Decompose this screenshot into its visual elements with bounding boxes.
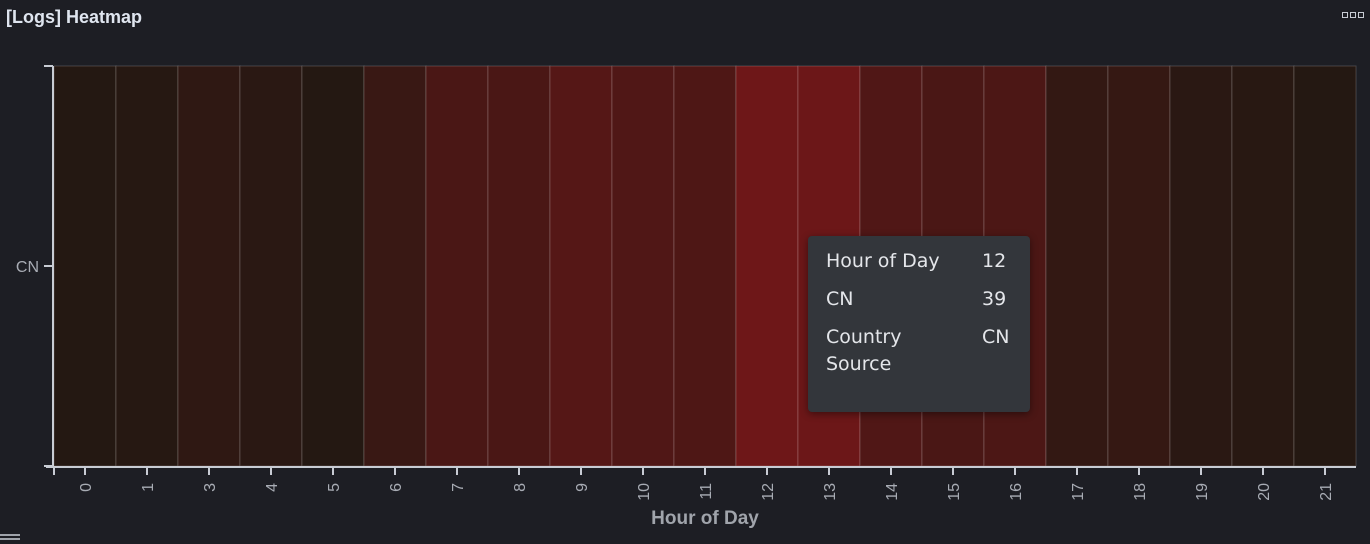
heatmap-cell[interactable] (177, 65, 241, 467)
x-tick-label: 18 (1132, 483, 1149, 501)
x-tick-label: 6 (388, 483, 405, 492)
x-tick-label: 17 (1070, 483, 1087, 501)
tooltip-row-hour: Hour of Day 12 (826, 248, 1012, 275)
options-dot-icon (1350, 12, 1356, 18)
x-tick-label: 13 (822, 483, 839, 501)
heatmap-cell[interactable] (53, 65, 117, 467)
heatmap-cell[interactable] (239, 65, 303, 467)
heatmap-cell[interactable] (363, 65, 427, 467)
x-tick-label: 3 (202, 483, 219, 492)
x-tick-label: 19 (1194, 483, 1211, 501)
tooltip-key: Hour of Day (826, 250, 940, 272)
heatmap-cell[interactable] (611, 65, 675, 467)
x-tick-label: 4 (264, 483, 281, 492)
x-tick-label: 16 (1008, 483, 1025, 501)
tooltip-row-count: CN 39 (826, 286, 1012, 313)
panel-options-icon[interactable] (1342, 12, 1364, 18)
heatmap-cell[interactable] (1107, 65, 1171, 467)
heatmap-cell[interactable] (301, 65, 365, 467)
options-dot-icon (1342, 12, 1348, 18)
y-tick-label: CN (16, 259, 39, 276)
heatmap-cell[interactable] (1293, 65, 1357, 467)
tooltip-value: 12 (982, 250, 1007, 272)
heatmap-cell[interactable] (1045, 65, 1109, 467)
tooltip-value: CN (982, 326, 1010, 348)
x-tick-label: 10 (636, 483, 653, 501)
x-tick-label: 7 (450, 483, 467, 492)
x-tick-label: 12 (760, 483, 777, 501)
x-tick-label: 8 (512, 483, 529, 492)
heatmap-cell[interactable] (425, 65, 489, 467)
x-tick-label: 15 (946, 483, 963, 501)
heatmap-cell[interactable] (115, 65, 179, 467)
heatmap-cell[interactable] (735, 65, 799, 467)
x-tick-label: 14 (884, 483, 901, 501)
heatmap-cell[interactable] (1169, 65, 1233, 467)
heatmap-cell[interactable] (549, 65, 613, 467)
legend-toggle-icon[interactable] (0, 534, 22, 544)
heatmap-cell[interactable] (673, 65, 737, 467)
x-tick-label: 20 (1256, 483, 1273, 501)
panel-title: [Logs] Heatmap (6, 7, 143, 27)
x-tick-label: 21 (1318, 483, 1335, 501)
x-tick-label: 0 (78, 483, 95, 492)
x-tick-label: 5 (326, 483, 343, 492)
x-tick-label: 11 (698, 483, 715, 500)
chart-tooltip: Hour of Day 12 CN 39 Country Source CN (808, 236, 1030, 412)
tooltip-row-country: Country Source CN (826, 324, 1012, 378)
tooltip-key: CN (826, 288, 854, 310)
x-axis-label: Hour of Day (651, 508, 759, 529)
x-tick-label: 1 (140, 483, 157, 492)
heatmap-cell[interactable] (487, 65, 551, 467)
heatmap-cell[interactable] (1231, 65, 1295, 467)
options-dot-icon (1358, 12, 1364, 18)
tooltip-key: Country Source (826, 326, 902, 375)
tooltip-value: 39 (982, 288, 1007, 310)
x-tick-label: 9 (574, 483, 591, 492)
